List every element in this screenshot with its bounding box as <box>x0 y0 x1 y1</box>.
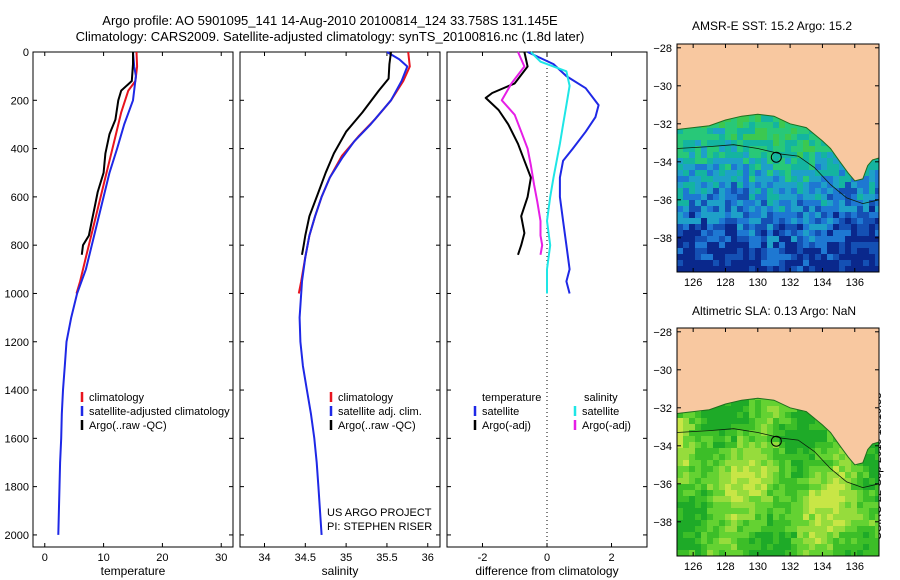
land-mass <box>677 328 879 466</box>
legend-label: satellite <box>482 406 519 418</box>
sst-map <box>676 43 880 273</box>
y-tick-label: −32 <box>653 119 672 131</box>
x-tick-label: 132 <box>781 277 799 289</box>
y-tick-label: −36 <box>653 195 672 207</box>
y-tick-label: −28 <box>653 43 672 55</box>
x-tick-label: 0 <box>544 552 550 564</box>
x-axis-label: salinity <box>322 564 359 578</box>
y-tick-label: −30 <box>653 81 672 93</box>
y-tick-label: 1800 <box>5 482 29 494</box>
sst-map-title: AMSR-E SST: 15.2 Argo: 15.2 <box>692 19 853 33</box>
legend-header: temperature <box>482 392 541 404</box>
y-tick-label: −36 <box>653 479 672 491</box>
series-line <box>530 51 571 294</box>
x-tick-label: 130 <box>749 277 767 289</box>
legend-label: Argo(-adj) <box>482 420 531 432</box>
x-tick-label: 126 <box>684 277 702 289</box>
legend-label: satellite <box>582 406 619 418</box>
x-tick-label: 128 <box>716 277 734 289</box>
y-tick-label: 1000 <box>5 288 29 300</box>
map-frame <box>676 43 880 273</box>
x-tick-label: 136 <box>846 561 864 573</box>
x-tick-label: 36 <box>422 552 434 564</box>
pi-annotation: PI: STEPHEN RISER <box>327 521 432 533</box>
y-tick-label: 1200 <box>5 337 29 349</box>
y-tick-label: 1400 <box>5 385 29 397</box>
map-frame <box>676 327 880 557</box>
sla-map <box>676 327 880 557</box>
y-tick-label: −30 <box>653 365 672 377</box>
x-tick-label: 34 <box>258 552 270 564</box>
series-line <box>57 51 137 535</box>
series-line <box>301 51 392 255</box>
sla-map-title: Altimetric SLA: 0.13 Argo: NaN <box>692 304 857 318</box>
legend-label: Argo(-adj) <box>582 420 631 432</box>
y-tick-label: −32 <box>653 403 672 415</box>
y-tick-label: 0 <box>23 47 29 59</box>
y-tick-label: 200 <box>11 95 29 107</box>
x-tick-label: 30 <box>215 552 227 564</box>
x-tick-label: 136 <box>846 277 864 289</box>
series-line <box>527 51 600 294</box>
legend-label: satellite-adjusted climatology <box>89 406 230 418</box>
shelf-contour <box>677 144 879 205</box>
x-tick-label: 134 <box>813 561 831 573</box>
shelf-contour <box>677 428 879 489</box>
x-tick-label: 35 <box>340 552 352 564</box>
y-tick-label: 400 <box>11 144 29 156</box>
x-tick-label: 20 <box>156 552 168 564</box>
y-tick-label: −34 <box>653 157 672 169</box>
y-tick-label: 1600 <box>5 433 29 445</box>
series-line <box>298 51 409 535</box>
x-tick-label: 34.5 <box>295 552 316 564</box>
land-mass <box>677 44 879 182</box>
y-tick-label: −38 <box>653 233 672 245</box>
x-tick-label: 2 <box>608 552 614 564</box>
legend-header: salinity <box>584 392 618 404</box>
y-tick-label: 800 <box>11 240 29 252</box>
y-tick-label: 600 <box>11 192 29 204</box>
panel-frame-temperature <box>32 51 234 548</box>
x-tick-label: 0 <box>42 552 48 564</box>
legend-label: Argo(..raw -QC) <box>89 420 167 432</box>
x-tick-label: 132 <box>781 561 799 573</box>
figure-title: Argo profile: AO 5901095_141 14-Aug-2010… <box>102 13 558 28</box>
series-line <box>484 51 532 256</box>
x-tick-label: 130 <box>749 561 767 573</box>
legend-label: satellite adj. clim. <box>338 406 422 418</box>
x-tick-label: 128 <box>716 561 734 573</box>
float-position-marker <box>770 435 782 447</box>
x-tick-label: 35.5 <box>376 552 397 564</box>
float-position-marker <box>770 151 782 163</box>
x-tick-label: -2 <box>478 552 488 564</box>
series-line <box>500 51 544 255</box>
series-line <box>80 52 134 255</box>
y-tick-label: −38 <box>653 517 672 529</box>
y-tick-label: −34 <box>653 441 672 453</box>
legend-label: climatology <box>89 392 145 404</box>
y-tick-label: −28 <box>653 327 672 339</box>
x-axis-label: difference from climatology <box>475 564 618 578</box>
y-tick-label: 2000 <box>5 530 29 542</box>
project-annotation: US ARGO PROJECT <box>327 507 432 519</box>
panel-frame-salinity <box>239 51 441 548</box>
legend-label: climatology <box>338 392 394 404</box>
legend-label: Argo(..raw -QC) <box>338 420 416 432</box>
x-tick-label: 10 <box>97 552 109 564</box>
x-axis-label: temperature <box>101 564 166 578</box>
x-tick-label: 134 <box>813 277 831 289</box>
x-tick-label: 126 <box>684 561 702 573</box>
figure-subtitle: Climatology: CARS2009. Satellite-adjuste… <box>75 29 585 44</box>
